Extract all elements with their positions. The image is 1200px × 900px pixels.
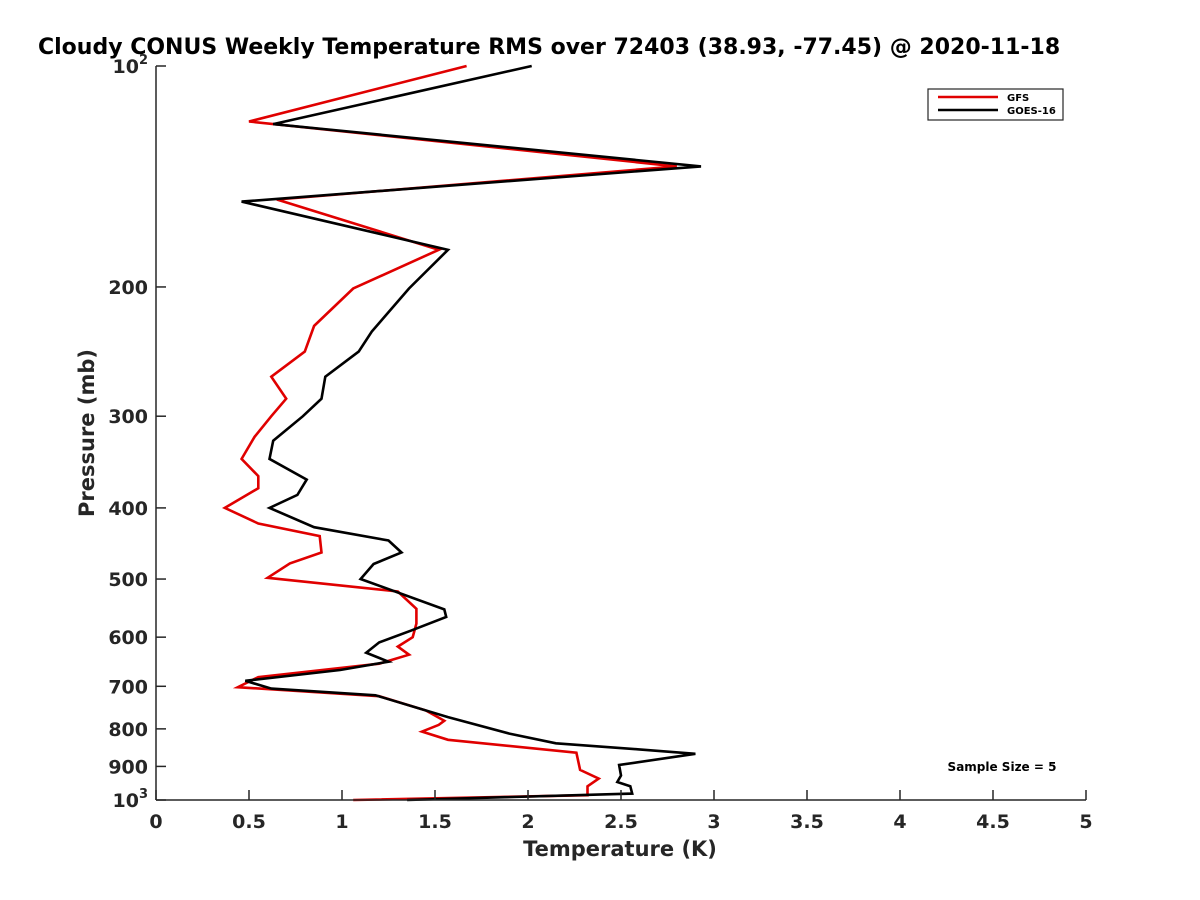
y-tick-label: 300 [108, 406, 148, 428]
y-tick-label: 103 [113, 787, 149, 812]
y-tick-label: 700 [108, 676, 148, 698]
y-axis-label: Pressure (mb) [75, 349, 99, 517]
series-line-goes-16 [241, 64, 702, 802]
y-tick-label: 200 [108, 277, 148, 299]
x-tick-label: 5 [1079, 811, 1092, 833]
sample-size-annotation: Sample Size = 5 [948, 760, 1057, 774]
x-tick-label: 4 [893, 811, 906, 833]
series-line-gfs [222, 64, 677, 802]
x-tick-label: 4.5 [976, 811, 1010, 833]
x-tick-label: 0.5 [232, 811, 266, 833]
legend: GFS GOES-16 [927, 88, 1064, 121]
y-tick-label: 102 [113, 53, 149, 78]
chart-title: Cloudy CONUS Weekly Temperature RMS over… [38, 35, 1060, 60]
legend-box [927, 88, 1064, 121]
x-tick-label: 1.5 [418, 811, 452, 833]
x-tick-label: 1 [335, 811, 348, 833]
plot-area: 0 0.5 1 1.5 2 2.5 3 3.5 4 4.5 5 102 200 300 400 500 600 7… [108, 53, 1092, 833]
x-tick-label: 3.5 [790, 811, 824, 833]
legend-label-goes-16: GOES-16 [1007, 106, 1056, 117]
y-tick-label: 900 [108, 756, 148, 778]
x-tick-label: 0 [149, 811, 162, 833]
x-tick-label: 3 [707, 811, 720, 833]
x-tick-label: 2.5 [604, 811, 638, 833]
y-tick-label: 600 [108, 627, 148, 649]
y-tick-label: 400 [108, 498, 148, 520]
x-tick-label: 2 [521, 811, 534, 833]
y-tick-label: 800 [108, 719, 148, 741]
y-tick-label: 500 [108, 569, 148, 591]
x-axis-label: Temperature (K) [523, 837, 717, 861]
legend-label-gfs: GFS [1007, 93, 1029, 104]
